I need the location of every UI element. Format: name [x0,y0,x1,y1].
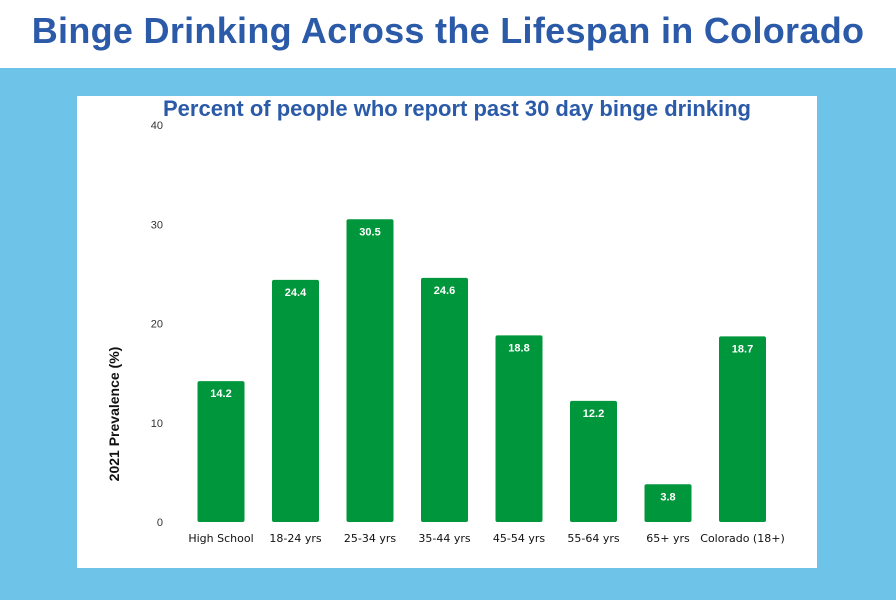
bar-value-label: 24.4 [285,287,307,299]
bar-value-label: 24.6 [434,285,455,297]
header-bar: Binge Drinking Across the Lifespan in Co… [0,0,896,68]
bar [346,219,394,522]
bar-value-label: 18.8 [508,342,529,354]
chart-panel: Percent of people who report past 30 day… [77,96,817,568]
y-tick-label: 10 [151,418,163,430]
bar-value-label: 3.8 [660,491,675,503]
bar [272,279,319,522]
x-tick-label: 18-24 yrs [269,532,321,545]
y-axis-title: 2021 Prevalence (%) [106,347,122,482]
x-tick-label: Colorado (18+) [700,532,784,545]
y-tick-label: 40 [151,120,163,132]
bar [197,381,245,522]
bar [421,277,468,522]
x-tick-label: High School [188,532,253,545]
y-tick-label: 20 [151,319,163,331]
bar-value-label: 18.7 [732,343,753,355]
bar-value-label: 30.5 [359,226,380,238]
y-tick-label: 0 [157,517,163,529]
x-axis-ticks: High School 18-24 yrs 25-34 yrs 35-44 yrs 45… [188,532,784,545]
x-tick-label: 65+ yrs [646,532,690,545]
bar-value-label: 12.2 [583,408,604,420]
x-tick-label: 35-44 yrs [418,532,470,545]
x-tick-label: 55-64 yrs [567,532,619,545]
y-axis-ticks: 0 10 20 30 40 [151,120,163,529]
bar [570,400,617,522]
bars-group: 14.2 24.4 30.5 24.6 18.8 12.2 3.8 18.7 [197,219,766,522]
x-tick-label: 25-34 yrs [344,532,396,545]
page-title: Binge Drinking Across the Lifespan in Co… [31,10,865,51]
bar [495,335,543,522]
bar [644,484,692,522]
y-tick-label: 30 [151,219,163,231]
bar-chart: Percent of people who report past 30 day… [106,96,785,545]
chart-subtitle: Percent of people who report past 30 day… [163,96,751,121]
bar [719,336,766,522]
bar-value-label: 14.2 [210,388,231,400]
x-tick-label: 45-54 yrs [493,532,545,545]
